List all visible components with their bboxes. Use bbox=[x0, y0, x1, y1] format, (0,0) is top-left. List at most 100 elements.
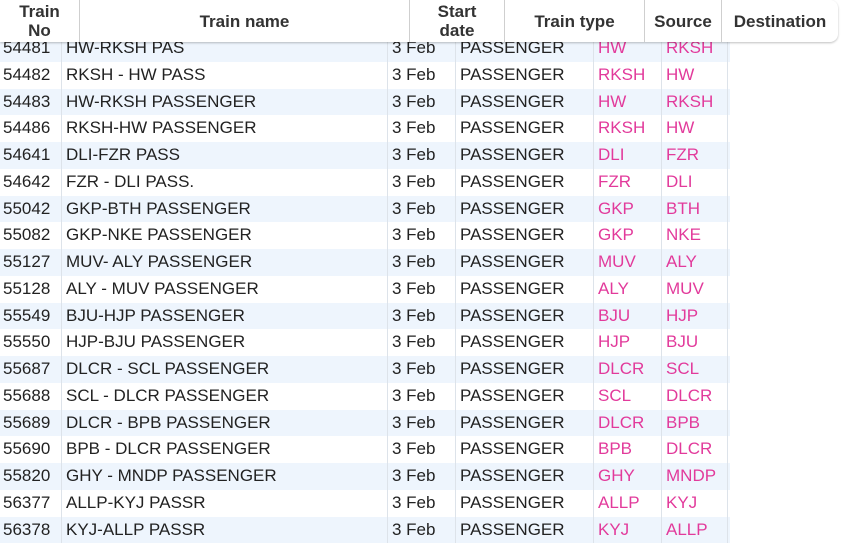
table-cell: 55820 bbox=[0, 463, 62, 490]
table-cell: PASSENGER bbox=[456, 168, 594, 196]
table-cell: PASSENGER bbox=[456, 115, 594, 142]
table-cell: ALY bbox=[662, 249, 728, 276]
table-row[interactable]: 54641 DLI-FZR PASS 3 Feb PASSENGER DLI FZR bbox=[0, 142, 730, 169]
table-row[interactable]: 55688 SCL - DLCR PASSENGER 3 Feb PASSENGER S… bbox=[0, 382, 730, 410]
table-cell: 54481 bbox=[0, 35, 62, 62]
table-cell: ALLP bbox=[662, 516, 728, 544]
table-cell: 3 Feb bbox=[388, 302, 456, 330]
table-row[interactable]: 55689 DLCR - BPB PASSENGER 3 Feb PASSENGER D… bbox=[0, 409, 730, 437]
table-row[interactable]: 56377 ALLP-KYJ PASSR 3 Feb PASSENGER ALLP KYJ bbox=[0, 489, 730, 517]
table-cell: PASSENGER bbox=[456, 35, 594, 62]
table-cell: GKP-NKE PASSENGER bbox=[62, 222, 388, 249]
table-cell: HW bbox=[662, 115, 728, 142]
table-cell: BJU-HJP PASSENGER bbox=[62, 302, 388, 330]
column-header[interactable]: Destination bbox=[722, 0, 838, 42]
table-cell: FZR bbox=[594, 168, 662, 196]
table-row[interactable]: 56378 KYJ-ALLP PASSR 3 Feb PASSENGER KYJ ALLP bbox=[0, 516, 730, 544]
table-cell: HW bbox=[594, 88, 662, 116]
table-cell: FZR - DLI PASS. bbox=[62, 168, 388, 196]
table-cell: SCL bbox=[662, 356, 728, 383]
table-cell: 54486 bbox=[0, 115, 62, 142]
table-row[interactable]: 55687 DLCR - SCL PASSENGER 3 Feb PASSENGER D… bbox=[0, 356, 730, 383]
column-header[interactable]: Train type bbox=[505, 0, 645, 42]
table-cell: HW bbox=[594, 35, 662, 62]
table-cell: RKSH bbox=[662, 35, 728, 62]
table-row[interactable]: 55128 ALY - MUV PASSENGER 3 Feb PASSENGER AL… bbox=[0, 275, 730, 303]
table-cell: DLI bbox=[662, 168, 728, 196]
table-cell: DLCR bbox=[662, 382, 728, 410]
table-cell: PASSENGER bbox=[456, 88, 594, 116]
table-cell: RKSH-HW PASSENGER bbox=[62, 115, 388, 142]
table-cell: 55042 bbox=[0, 195, 62, 223]
table-cell: PASSENGER bbox=[456, 489, 594, 517]
table-cell: PASSENGER bbox=[456, 249, 594, 276]
table-row[interactable]: 55550 HJP-BJU PASSENGER 3 Feb PASSENGER HJP B… bbox=[0, 329, 730, 356]
table-cell: 3 Feb bbox=[388, 409, 456, 437]
table-cell: MUV bbox=[662, 275, 728, 303]
table-cell: ALY bbox=[594, 275, 662, 303]
table-cell: 54482 bbox=[0, 61, 62, 89]
table-cell: 56378 bbox=[0, 516, 62, 544]
table-cell: RKSH - HW PASS bbox=[62, 61, 388, 89]
table-cell: DLI bbox=[594, 142, 662, 169]
header-text: Start date bbox=[437, 2, 477, 40]
table-cell: 3 Feb bbox=[388, 61, 456, 89]
table-row[interactable]: 54482 RKSH - HW PASS 3 Feb PASSENGER RKSH HW bbox=[0, 61, 730, 89]
table-cell: DLCR bbox=[594, 409, 662, 437]
table-cell: GKP-BTH PASSENGER bbox=[62, 195, 388, 223]
table-cell: 55689 bbox=[0, 409, 62, 437]
table-cell: HW-RKSH PASSENGER bbox=[62, 88, 388, 116]
column-header[interactable]: Train No bbox=[0, 0, 80, 42]
table-cell: PASSENGER bbox=[456, 329, 594, 356]
table-header: Train No Train name Start date Train type So… bbox=[0, 0, 838, 42]
table-cell: 3 Feb bbox=[388, 275, 456, 303]
table-cell: 3 Feb bbox=[388, 463, 456, 490]
table-row[interactable]: 55042 GKP-BTH PASSENGER 3 Feb PASSENGER GKP B… bbox=[0, 195, 730, 223]
table-cell: MUV- ALY PASSENGER bbox=[62, 249, 388, 276]
table-cell: 3 Feb bbox=[388, 142, 456, 169]
column-header[interactable]: Start date bbox=[410, 0, 505, 42]
table-cell: 3 Feb bbox=[388, 222, 456, 249]
table-cell: FZR bbox=[662, 142, 728, 169]
table-cell: DLI-FZR PASS bbox=[62, 142, 388, 169]
table-row[interactable]: 55549 BJU-HJP PASSENGER 3 Feb PASSENGER BJU H… bbox=[0, 302, 730, 330]
column-header[interactable]: Train name bbox=[80, 0, 410, 42]
column-header[interactable]: Source bbox=[645, 0, 722, 42]
table-cell: PASSENGER bbox=[456, 516, 594, 544]
table-cell: PASSENGER bbox=[456, 275, 594, 303]
table-cell: 3 Feb bbox=[388, 516, 456, 544]
table-cell: 54642 bbox=[0, 168, 62, 196]
table-cell: DLCR - SCL PASSENGER bbox=[62, 356, 388, 383]
table-cell: PASSENGER bbox=[456, 142, 594, 169]
table-cell: MNDP bbox=[662, 463, 728, 490]
table-cell: PASSENGER bbox=[456, 356, 594, 383]
header-text: Source bbox=[654, 11, 712, 31]
table-cell: 3 Feb bbox=[388, 115, 456, 142]
header-text: Train name bbox=[199, 11, 290, 31]
table-row[interactable]: 54483 HW-RKSH PASSENGER 3 Feb PASSENGER HW RK… bbox=[0, 88, 730, 116]
table-row[interactable]: 55690 BPB - DLCR PASSENGER 3 Feb PASSENGER B… bbox=[0, 436, 730, 463]
table-cell: RKSH bbox=[662, 88, 728, 116]
table-cell: PASSENGER bbox=[456, 61, 594, 89]
table-cell: SCL - DLCR PASSENGER bbox=[62, 382, 388, 410]
table-cell: GKP bbox=[594, 195, 662, 223]
table-cell: KYJ bbox=[662, 489, 728, 517]
table-row[interactable]: 55820 GHY - MNDP PASSENGER 3 Feb PASSENGER G… bbox=[0, 463, 730, 490]
table-cell: 55549 bbox=[0, 302, 62, 330]
table-cell: GHY - MNDP PASSENGER bbox=[62, 463, 388, 490]
table-cell: BJU bbox=[594, 302, 662, 330]
table-row[interactable]: 55127 MUV- ALY PASSENGER 3 Feb PASSENGER MUV… bbox=[0, 249, 730, 276]
table-row[interactable]: 54486 RKSH-HW PASSENGER 3 Feb PASSENGER RKSH… bbox=[0, 115, 730, 142]
table-cell: PASSENGER bbox=[456, 463, 594, 490]
table-cell: PASSENGER bbox=[456, 222, 594, 249]
table-cell: 3 Feb bbox=[388, 88, 456, 116]
table-cell: 3 Feb bbox=[388, 356, 456, 383]
header-text: Train type bbox=[534, 11, 615, 31]
table-cell: BPB bbox=[662, 409, 728, 437]
table-row[interactable]: 55082 GKP-NKE PASSENGER 3 Feb PASSENGER GKP N… bbox=[0, 222, 730, 249]
table-row[interactable]: 54642 FZR - DLI PASS. 3 Feb PASSENGER FZR DLI bbox=[0, 168, 730, 196]
table-cell: ALY - MUV PASSENGER bbox=[62, 275, 388, 303]
table-cell: RKSH bbox=[594, 115, 662, 142]
table-cell: BJU bbox=[662, 329, 728, 356]
